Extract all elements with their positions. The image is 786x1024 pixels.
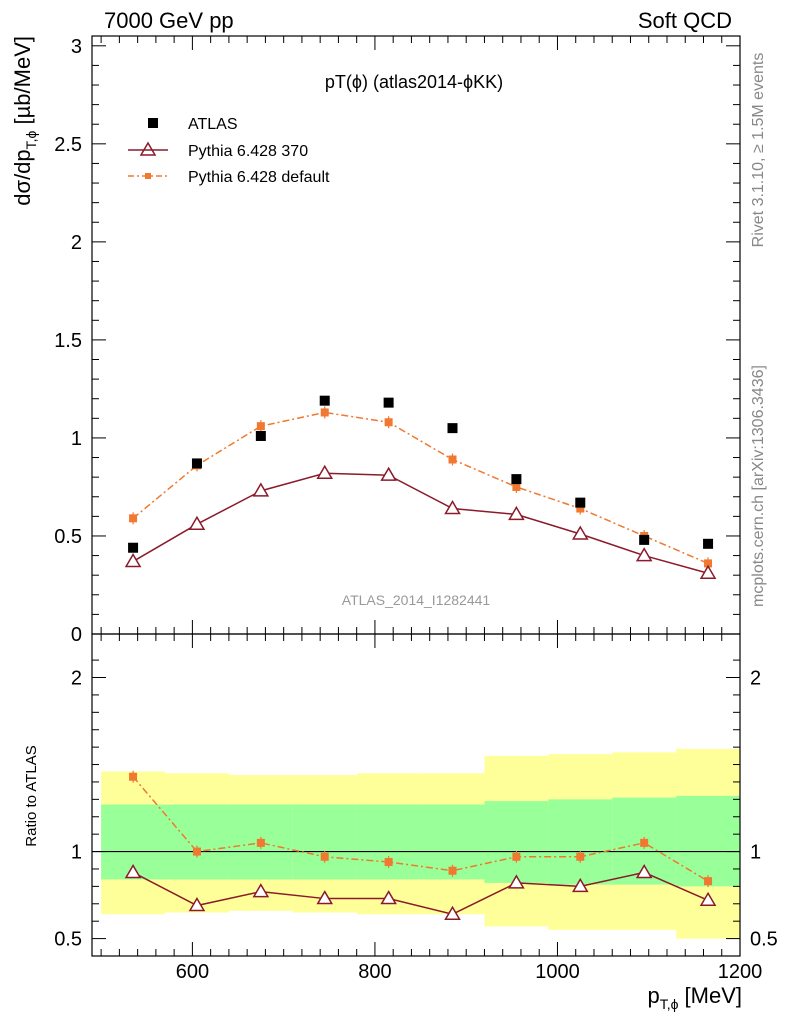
ratio-axes-frame xyxy=(91,633,741,957)
ratio-tick-label-right-1: 1 xyxy=(750,842,761,864)
ratio-panel xyxy=(92,748,740,939)
ratio-pythia-default-point-2 xyxy=(256,838,265,847)
ratio-pythia370-point-3 xyxy=(316,890,334,905)
x-tick-label-1: 800 xyxy=(358,961,391,983)
series-pythia-default-point-9 xyxy=(704,559,713,568)
ratio-tick-label-right-0: 0.5 xyxy=(750,929,778,951)
series-pythia370-point-7 xyxy=(571,525,589,540)
series-line-pythia-default xyxy=(132,411,709,565)
ratio-pythia-default-point-6 xyxy=(512,852,521,861)
header-left: 7000 GeV pp xyxy=(104,8,234,33)
ratio-pythia370-point-7 xyxy=(571,877,589,893)
ratio-pythia370-point-4 xyxy=(380,890,397,905)
ratio-pythia370-point-6 xyxy=(508,874,525,889)
series-pythia370-point-8 xyxy=(635,547,653,562)
series-pythia-default-point-4 xyxy=(384,418,393,427)
ratio-tick-label-left-1: 1 xyxy=(71,842,82,864)
series-line-pythia370 xyxy=(132,472,709,574)
y-tick-label-5: 2.5 xyxy=(54,134,82,156)
ratio-pythia-default-point-5 xyxy=(448,866,457,875)
series-pythia370-point-9 xyxy=(699,564,717,579)
series-pythia370-point-2 xyxy=(252,482,270,497)
header-right: Soft QCD xyxy=(638,8,732,33)
series-pythia-default-point-5 xyxy=(448,455,457,464)
ratio-tick-label-right-2: 2 xyxy=(750,668,761,690)
ratio-tick-label-left-0: 0.5 xyxy=(54,929,82,951)
y-tick-label-6: 3 xyxy=(71,36,82,58)
series-pythia-default-point-2 xyxy=(256,422,265,431)
ratio-band-inner-bin-9 xyxy=(676,795,740,887)
x-axis-label: pT,ϕ [MeV] xyxy=(647,983,742,1012)
ratio-y-axis-label: Ratio to ATLAS xyxy=(23,745,40,846)
series-atlas-point-7 xyxy=(575,497,586,508)
ratio-pythia-default-point-4 xyxy=(384,858,393,867)
ratio-band-inner-bin-7 xyxy=(548,799,613,885)
ratio-band-inner-bin-1 xyxy=(165,804,229,880)
series-pythia370-point-0 xyxy=(124,552,142,568)
series-pythia370-point-3 xyxy=(316,464,334,479)
legend: ATLAS Pythia 6.428 370 Pythia 6.428 defa… xyxy=(128,116,330,186)
side-text-mcplots: mcplots.cern.ch [arXiv:1306.3436] xyxy=(750,365,767,607)
series-atlas-point-4 xyxy=(383,397,394,408)
y-tick-label-1: 0.5 xyxy=(54,526,82,548)
ratio-pythia-default-point-1 xyxy=(192,847,201,856)
x-tick-label-3: 1200 xyxy=(718,961,763,983)
y-tick-label-3: 1.5 xyxy=(54,330,82,352)
series-pythia-default-point-3 xyxy=(320,408,329,417)
legend-label-pythia370: Pythia 6.428 370 xyxy=(188,143,308,160)
ratio-pythia-default-point-9 xyxy=(704,877,713,886)
legend-marker-pythia-default xyxy=(145,173,151,179)
series-pythia370-point-6 xyxy=(508,505,525,521)
ratio-pythia370-point-9 xyxy=(699,891,717,907)
series-pythia-default-point-7 xyxy=(576,504,585,513)
side-text-rivet: Rivet 3.1.10, ≥ 1.5M events xyxy=(750,53,767,248)
ratio-line-pythia-default xyxy=(132,776,709,882)
legend-marker-atlas xyxy=(148,118,158,128)
series-pythia370-point-1 xyxy=(188,515,206,530)
y-tick-label-4: 2 xyxy=(71,232,82,254)
y-tick-label-2: 1 xyxy=(71,428,82,450)
series-atlas-point-3 xyxy=(319,395,330,406)
ratio-pythia370-point-0 xyxy=(124,863,142,879)
ratio-pythia-default-point-8 xyxy=(640,838,649,847)
ratio-pythia370-point-5 xyxy=(444,905,461,920)
x-tick-label-2: 1000 xyxy=(535,961,580,983)
series-atlas-point-1 xyxy=(191,458,202,469)
series-pythia370-point-4 xyxy=(380,466,397,481)
series-atlas-point-5 xyxy=(447,423,458,434)
y-tick-label-0: 0 xyxy=(71,624,82,646)
ratio-pythia370-point-1 xyxy=(188,897,206,912)
ratio-pythia370-point-8 xyxy=(635,863,653,879)
legend-label-atlas: ATLAS xyxy=(188,116,238,133)
series-atlas-point-9 xyxy=(703,538,714,549)
main-panel xyxy=(124,395,717,579)
legend-label-pythia-default: Pythia 6.428 default xyxy=(188,169,330,186)
legend-marker-pythia370 xyxy=(139,141,157,156)
ratio-pythia-default-point-0 xyxy=(129,772,138,781)
axis-ticks: 600 800 1000 1200 0 0.5 1 1.5 2 2.5 3 0.5 0.5 1 1 2 2 xyxy=(54,36,778,983)
series-pythia-default-point-0 xyxy=(129,514,138,523)
watermark: ATLAS_2014_I1282441 xyxy=(342,592,491,608)
series-atlas-point-2 xyxy=(255,430,266,441)
ratio-line-pythia370 xyxy=(132,871,709,916)
series-atlas-point-0 xyxy=(128,542,139,553)
series-atlas-point-6 xyxy=(511,474,522,485)
ratio-pythia-default-point-3 xyxy=(320,852,329,861)
ratio-pythia370-point-2 xyxy=(252,883,270,898)
ratio-pythia-default-point-7 xyxy=(576,852,585,861)
series-atlas-point-8 xyxy=(639,534,650,545)
ratio-band-inner-bin-3 xyxy=(292,804,357,880)
ratio-tick-label-left-2: 2 xyxy=(71,668,82,690)
chart-title: pT(ϕ) (atlas2014-ϕKK) xyxy=(325,72,503,92)
x-tick-label-0: 600 xyxy=(176,961,209,983)
y-axis-label: dσ/dpT,ϕ [µb/MeV] xyxy=(10,36,39,206)
series-pythia370-point-5 xyxy=(444,500,461,515)
series-pythia-default-point-6 xyxy=(512,482,521,491)
ratio-band-inner-bin-6 xyxy=(484,801,549,883)
ratio-band-inner-bin-4 xyxy=(356,804,421,880)
